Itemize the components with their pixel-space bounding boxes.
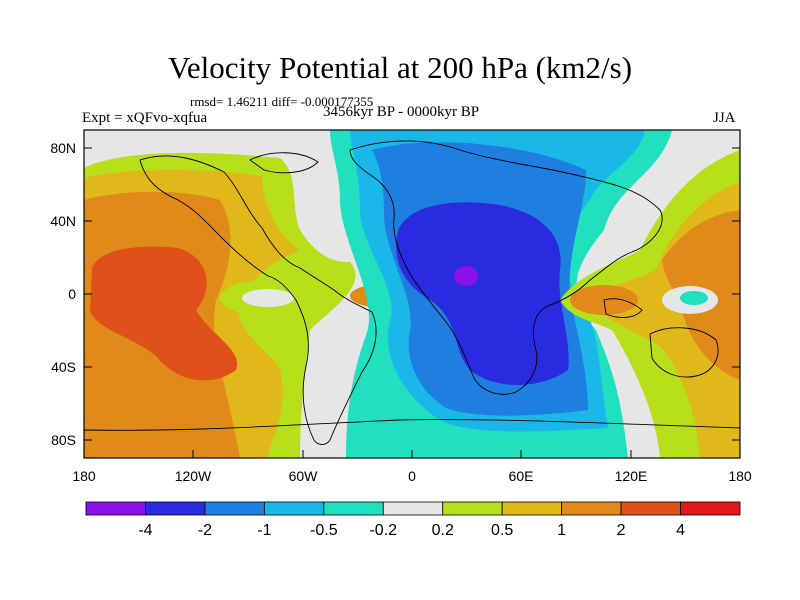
colorbar-swatch <box>442 501 503 516</box>
lon-axis <box>83 450 741 458</box>
colorbar-swatch <box>85 501 146 516</box>
colorbar-swatch <box>323 501 384 516</box>
field-center--4 <box>454 266 478 286</box>
colorbar-label: 2 <box>617 522 626 539</box>
coast-antarctica <box>84 419 740 431</box>
colorbar-label: 0.5 <box>491 522 513 539</box>
colorbar-swatch <box>263 501 325 516</box>
colorbar-swatch <box>204 501 265 516</box>
colorbar-label: -2 <box>198 522 212 539</box>
field-east-lobe-teal <box>680 291 708 305</box>
coast-greenland <box>249 152 319 174</box>
experiment-label: Expt = xQFvo-xqfua <box>82 110 208 126</box>
lon-tick-label: 180 <box>72 468 96 484</box>
lon-tick-label: 120W <box>175 468 212 484</box>
lon-tick-label: 180 <box>728 468 752 484</box>
season-label: JJA <box>713 110 736 126</box>
lon-tick-label: 120E <box>615 468 648 484</box>
colorbar: -4 -2 -1 -0.5 -0.2 0.2 0.5 1 2 4 <box>85 501 741 539</box>
field-west-2 <box>90 246 238 381</box>
colorbar-label: 1 <box>557 522 566 539</box>
lat-axis <box>84 147 740 441</box>
colorbar-label: 0.2 <box>432 522 454 539</box>
colorbar-label: -0.5 <box>310 522 338 539</box>
colorbar-label: -4 <box>138 522 152 539</box>
lon-tick-label: 60W <box>289 468 319 484</box>
colorbar-swatch <box>561 501 622 516</box>
lat-tick-label: 40S <box>51 359 76 375</box>
lat-tick-label: 80S <box>51 432 76 448</box>
colorbar-swatch <box>145 501 206 516</box>
colorbar-label: -1 <box>257 522 271 539</box>
field-layers <box>84 130 740 458</box>
field-lobe-neutral <box>242 289 294 307</box>
coastlines <box>84 140 740 445</box>
colorbar-label: -0.2 <box>369 522 397 539</box>
lat-tick-label: 80N <box>50 140 76 156</box>
period-label: 3456kyr BP - 0000kyr BP <box>323 104 480 120</box>
lon-tick-label: 60E <box>509 468 534 484</box>
colorbar-swatch <box>680 501 741 516</box>
colorbar-swatch <box>501 501 563 516</box>
colorbar-label: 4 <box>676 522 685 539</box>
lat-tick-label: 0 <box>68 286 76 302</box>
coast-americas <box>139 155 377 445</box>
field-center--2 <box>396 202 569 385</box>
lon-tick-label: 0 <box>408 468 416 484</box>
coast-australia <box>649 327 719 378</box>
colorbar-swatch <box>382 501 444 516</box>
lat-tick-label: 40N <box>50 213 76 229</box>
colorbar-swatch <box>620 501 681 516</box>
coast-indonesia <box>603 298 643 318</box>
coast-eurafrica <box>349 140 663 395</box>
plot-title: Velocity Potential at 200 hPa (km2/s) <box>167 50 633 85</box>
rmsd-diff-stats: rmsd= 1.46211 diff= -0.000177355 <box>190 94 374 109</box>
